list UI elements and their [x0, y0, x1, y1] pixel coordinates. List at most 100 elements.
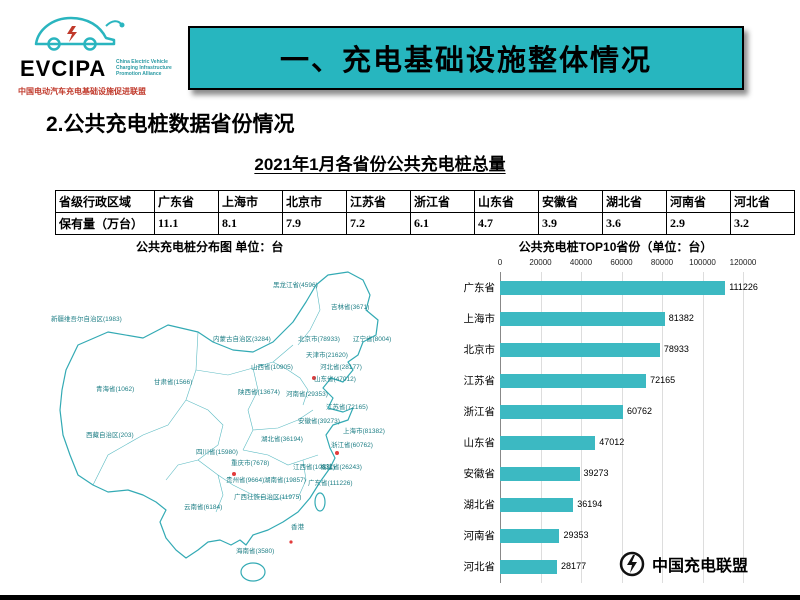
- bar-value-label: 111226: [729, 281, 758, 292]
- map-province-label: 黑龙江省(4596): [273, 282, 318, 289]
- bar-category-label: 安徽省: [463, 468, 496, 480]
- slide-bottom-border: [0, 595, 800, 600]
- bar-value-label: 28177: [561, 560, 587, 571]
- map-province-label: 北京市(78933): [298, 336, 340, 343]
- chart-gridline: [581, 272, 582, 583]
- table-header-cell: 湖北省: [602, 190, 667, 213]
- bar-track: 39273: [500, 466, 783, 481]
- evcipa-logo: EVCIPA China Electric Vehicle Charging I…: [8, 4, 186, 104]
- chart-axis-tick-label: 100000: [689, 258, 716, 267]
- logo-english-subtitle: China Electric Vehicle Charging Infrastr…: [116, 59, 172, 77]
- table-header-cell: 上海市: [218, 190, 283, 213]
- logo-chinese-subtitle: 中国电动汽车充电基础设施促进联盟: [18, 87, 146, 96]
- map-province-label: 上海市(81382): [343, 428, 385, 435]
- bar-row: 安徽省 39273: [448, 458, 783, 489]
- bar-category-label: 广东省: [463, 282, 496, 294]
- map-province-label: 浙江省(60762): [331, 442, 373, 449]
- table-header-cell: 广东省: [154, 190, 219, 213]
- bar-fill: [500, 311, 665, 326]
- map-province-label: 新疆维吾尔自治区(1983): [51, 316, 122, 323]
- table-header-cell: 河北省: [730, 190, 795, 213]
- car-plug-icon: [34, 16, 125, 51]
- chart-gridline: [662, 272, 663, 583]
- map-province-label: 西藏自治区(203): [86, 432, 134, 439]
- map-province-label: 山西省(10905): [251, 364, 293, 371]
- bar-track: 111226: [500, 280, 783, 295]
- map-province-label: 内蒙古自治区(3284): [213, 336, 271, 343]
- bar-category-label: 山东省: [463, 437, 496, 449]
- map-province-label: 广西壮族自治区(11975): [234, 494, 302, 501]
- bar-row: 江苏省 72165: [448, 365, 783, 396]
- map-province-label: 天津市(21620): [306, 352, 348, 359]
- table-value-cell: 6.1: [410, 212, 475, 235]
- table-header-cell: 山东省: [474, 190, 539, 213]
- map-province-label: 贵州省(9664): [226, 477, 265, 484]
- table-value-cell: 3.2: [730, 212, 795, 235]
- bar-fill: [500, 559, 558, 574]
- bar-row: 北京市 78933: [448, 334, 783, 365]
- table-value-cell: 4.7: [474, 212, 539, 235]
- bar-category-label: 河北省: [463, 561, 496, 573]
- map-province-label: 青海省(1062): [96, 386, 135, 393]
- chart-axis-tick-label: 60000: [610, 258, 633, 267]
- bar-row: 浙江省 60762: [448, 396, 783, 427]
- bar-fill: [500, 497, 574, 512]
- chart-axis-tick-label: 40000: [569, 258, 593, 267]
- map-province-label: 吉林省(3671): [331, 304, 370, 311]
- bar-fill: [500, 435, 596, 450]
- bar-track: 36194: [500, 497, 783, 512]
- bar-category-label: 浙江省: [463, 406, 496, 418]
- charging-alliance-icon: [619, 551, 645, 577]
- bar-category-label: 江苏省: [463, 375, 496, 387]
- bar-track: 29353: [500, 528, 783, 543]
- province-table: 省级行政区域 广东省 上海市 北京市 江苏省 浙江省 山东省 安徽省 湖北省 河南省 河北省 保有量…: [55, 190, 795, 235]
- map-province-label: 云南省(6184): [184, 504, 223, 511]
- table-value-cell: 2.9: [666, 212, 731, 235]
- footer-brand-text: 中国充电联盟: [652, 558, 749, 575]
- map-province-label: 广东省(111226): [308, 480, 353, 487]
- chart-axis-tick-label: 20000: [529, 258, 552, 267]
- bar-value-label: 72165: [650, 374, 676, 385]
- china-map-graphic: [59, 271, 379, 582]
- bar-value-label: 47012: [599, 436, 625, 447]
- bar-row: 河南省 29353: [448, 520, 783, 551]
- table-header-cell: 安徽省: [538, 190, 603, 213]
- footer-brand: 中国充电联盟: [618, 550, 748, 578]
- top10-bar-chart: 公共充电桩TOP10省份（单位：台） 0 20000 40000 60000 80000…: [448, 238, 783, 594]
- bar-row: 河北省 28177: [448, 551, 783, 582]
- table-row-label: 保有量（万台）: [55, 212, 155, 235]
- map-title: 公共充电桩分布图 单位：台: [136, 240, 284, 254]
- bar-row: 上海市 81382: [448, 303, 783, 334]
- map-province-label: 重庆市(7678): [231, 460, 270, 467]
- map-province-label: 湖北省(36194): [261, 436, 303, 443]
- bar-value-label: 78933: [663, 343, 689, 354]
- bar-category-label: 北京市: [463, 344, 496, 356]
- bar-value-label: 29353: [563, 529, 589, 540]
- table-header-cell: 北京市: [282, 190, 347, 213]
- map-province-label: 河北省(28177): [320, 364, 362, 371]
- table-value-cell: 3.9: [538, 212, 603, 235]
- bar-track: 78933: [500, 342, 783, 357]
- chart-gridline: [621, 272, 623, 583]
- map-province-label: 甘肃省(1566): [154, 379, 193, 386]
- bar-fill: [500, 342, 660, 357]
- bar-row: 广东省 111226: [448, 272, 783, 303]
- slide-title-banner: 一、充电基础设施整体情况: [188, 26, 744, 90]
- bar-row: 湖北省 36194: [448, 489, 783, 520]
- bar-value-label: 36194: [577, 498, 603, 509]
- section-title: 2.公共充电桩数据省份情况: [46, 113, 295, 136]
- slide-title: 一、充电基础设施整体情况: [279, 45, 652, 77]
- map-province-label: 江苏省(72165): [326, 404, 368, 411]
- table-header-row: 省级行政区域 广东省 上海市 北京市 江苏省 浙江省 山东省 安徽省 湖北省 河南省 河北省: [55, 190, 795, 213]
- table-value-cell: 11.1: [154, 212, 219, 235]
- bar-fill: [500, 404, 624, 419]
- map-province-label: 安徽省(39273): [298, 418, 340, 425]
- map-province-label: 河南省(29353): [286, 391, 328, 398]
- map-province-label: 湖南省(19857): [264, 477, 306, 484]
- table-header-cell: 省级行政区域: [55, 190, 155, 213]
- bar-fill: [500, 466, 580, 481]
- map-province-label: 海南省(3580): [236, 548, 275, 555]
- table-header-cell: 江苏省: [346, 190, 411, 213]
- chart-axis-tick-label: 80000: [650, 258, 674, 267]
